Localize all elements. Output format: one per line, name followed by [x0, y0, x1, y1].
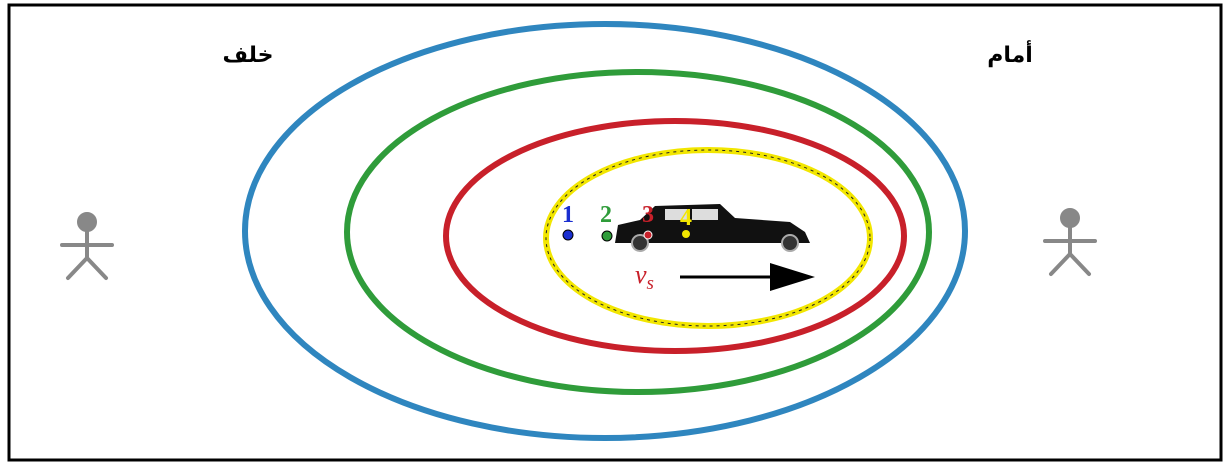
behind-label: خلف: [222, 43, 273, 68]
front-label: أمام: [987, 39, 1033, 68]
velocity-subscript: s: [647, 273, 654, 294]
source-point: [682, 230, 690, 238]
source-label: 1: [562, 202, 574, 228]
source-point: [563, 230, 573, 240]
velocity-symbol: v: [635, 260, 647, 289]
source-label: 2: [600, 202, 612, 228]
source-label: 3: [642, 202, 654, 228]
source-point: [644, 231, 652, 239]
source-point: [602, 231, 612, 241]
diagram: 1 2 3 4 vs خلف أمام: [0, 0, 1228, 468]
source-label: 4: [680, 205, 692, 231]
